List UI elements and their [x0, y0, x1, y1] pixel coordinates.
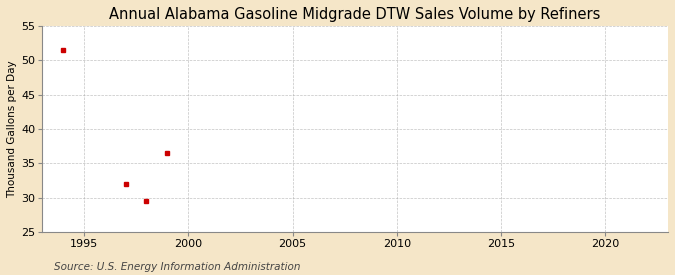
Title: Annual Alabama Gasoline Midgrade DTW Sales Volume by Refiners: Annual Alabama Gasoline Midgrade DTW Sal…: [109, 7, 601, 22]
Y-axis label: Thousand Gallons per Day: Thousand Gallons per Day: [7, 60, 17, 198]
Text: Source: U.S. Energy Information Administration: Source: U.S. Energy Information Administ…: [54, 262, 300, 272]
